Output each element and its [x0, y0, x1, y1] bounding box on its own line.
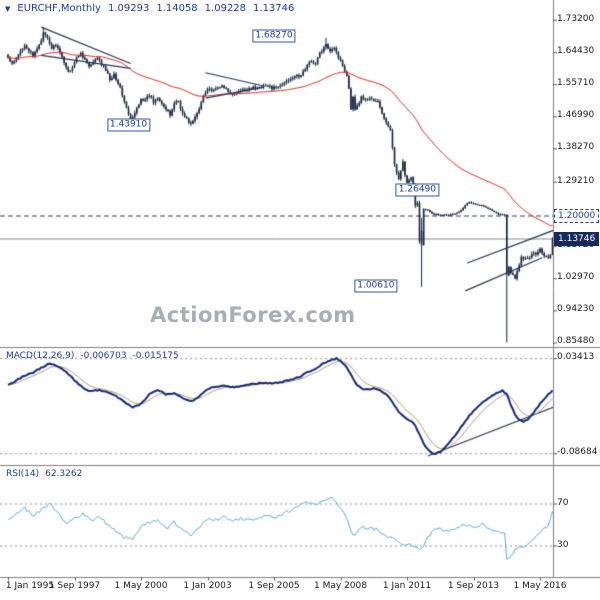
date-axis-label: 1 May 2008: [314, 581, 367, 591]
rsi-name: RSI(14): [6, 469, 40, 479]
chart-title-bar: ▼ EURCHF,Monthly 1.09293 1.14058 1.09228…: [5, 3, 294, 14]
price-annotation-box: 1.68270: [252, 29, 296, 43]
date-axis-label: 1 May 2000: [114, 581, 168, 591]
ohlc-open-value: 1.09293: [107, 3, 150, 14]
price-annotation-box: 1.43910: [106, 118, 151, 132]
macd-main-value: -0.006703: [80, 351, 127, 361]
price-axis-tick: 1.38270: [557, 142, 595, 153]
rsi-axis-tick: 70: [557, 497, 569, 508]
date-axis-label: 1 Sep 2013: [447, 581, 500, 591]
price-axis-tick: 1.02970: [557, 272, 595, 283]
price-annotation-box: 1.00610: [354, 279, 398, 293]
current-price-box: 1.13746: [554, 231, 600, 246]
date-axis-label: 1 May 2016: [513, 581, 567, 591]
symbol-dropdown-icon[interactable]: ▼: [5, 4, 11, 13]
price-axis-tick: 1.64430: [557, 46, 595, 57]
rsi-value: 62.3262: [45, 469, 83, 479]
price-axis-tick: 0.85480: [557, 336, 595, 347]
macd-axis-tick: -0.08684: [557, 447, 598, 458]
ohlc-low-value: 1.09228: [204, 3, 247, 14]
date-axis-label: 1 Jan 1995: [5, 581, 55, 591]
price-axis-tick: 0.94230: [557, 304, 595, 315]
macd-axis-tick: 0.03413: [557, 352, 595, 363]
date-axis-label: 1 Sep 1997: [48, 581, 101, 591]
macd-name: MACD(12,26,9): [6, 351, 75, 361]
rsi-indicator-label: RSI(14) 62.3262: [6, 469, 82, 479]
level-price-box: 1.20000: [554, 208, 600, 223]
price-axis-tick: 1.46990: [557, 110, 595, 121]
date-axis-label: 1 Sep 2005: [248, 581, 300, 591]
price-axis-tick: 1.73200: [557, 13, 595, 24]
ohlc-close-value: 1.13746: [253, 3, 295, 14]
date-axis-label: 1 Jan 2003: [183, 581, 232, 591]
symbol-timeframe-label: EURCHF,Monthly: [17, 3, 101, 14]
date-axis-label: 1 Jan 2011: [382, 581, 432, 591]
macd-indicator-label: MACD(12,26,9) -0.006703 -0.015175: [6, 351, 179, 361]
macd-signal-value: -0.015175: [132, 351, 179, 361]
price-axis-tick: 1.55710: [557, 78, 595, 89]
price-axis-tick: 1.29210: [557, 175, 595, 186]
watermark: ActionForex.com: [150, 303, 356, 327]
price-annotation-box: 1.26490: [395, 183, 440, 197]
rsi-axis-tick: 30: [557, 539, 569, 550]
ohlc-high-value: 1.14058: [156, 3, 198, 14]
